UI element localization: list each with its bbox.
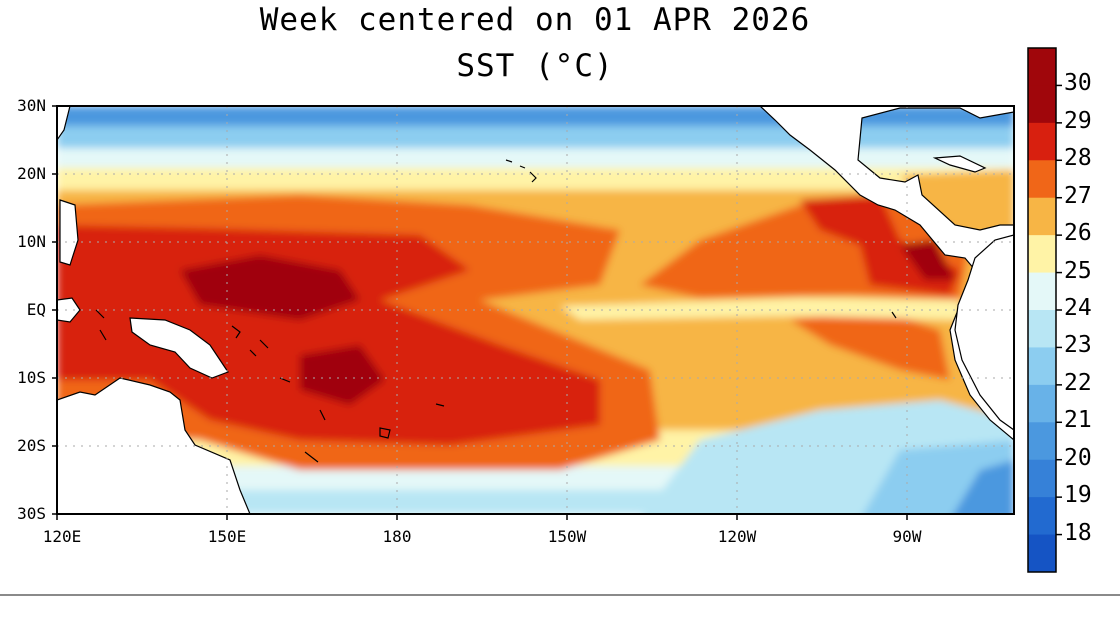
east-branch-core: [900, 240, 955, 280]
colorbar-segment: [1028, 85, 1056, 124]
colorbar-segment: [1028, 384, 1056, 423]
colorbar-segment: [1028, 534, 1056, 573]
new-guinea-land: [129, 317, 229, 379]
colorbar-segment: [1028, 497, 1056, 536]
gulf-warm: [900, 170, 1014, 230]
axis-ticks: [52, 105, 908, 520]
lon-label-180: 180: [382, 527, 412, 546]
colorbar-segment: [1028, 422, 1056, 461]
south-america-land: [954, 234, 1014, 431]
lat-label-30n: 30N: [17, 96, 46, 115]
colorbar-segment: [1028, 48, 1056, 86]
colorbar-label: 28: [1064, 145, 1092, 172]
colorbar-segment: [1028, 347, 1056, 386]
lat-label-10s: 10S: [17, 368, 46, 387]
se-coldest: [953, 460, 1014, 514]
colorbar-label: 27: [1064, 182, 1092, 209]
colorbar-segment: [1028, 459, 1056, 498]
lat-label-20n: 20N: [17, 164, 46, 183]
lat-label-10n: 10N: [17, 232, 46, 251]
cuba-land: [932, 155, 987, 173]
lat-label-20s: 20S: [17, 436, 46, 455]
colorbar-segment: [1028, 272, 1056, 311]
lat-label-eq: EQ: [26, 300, 46, 319]
colorbar-label: 25: [1064, 257, 1092, 284]
colorbar-label: 30: [1064, 70, 1092, 97]
lat-label-30s: 30S: [17, 504, 46, 523]
colorbar-label: 18: [1064, 519, 1092, 546]
colorbar-label: 20: [1064, 444, 1092, 471]
colorbar-segment: [1028, 160, 1056, 199]
equatorial-cold-tongue: [560, 298, 960, 320]
colorbar-label: 22: [1064, 369, 1092, 396]
colorbar-label: 26: [1064, 220, 1092, 247]
colorbar-label: 19: [1064, 482, 1092, 509]
footer-divider: [0, 594, 1120, 596]
lon-label-150e: 150E: [207, 527, 247, 546]
colorbar-label: 24: [1064, 295, 1092, 321]
asia-north-land: [57, 106, 71, 142]
islands: [95, 159, 897, 463]
map-subtitle: SST (°C): [456, 48, 614, 84]
lon-label-120e: 120E: [42, 527, 82, 546]
sst-field: [57, 106, 1014, 514]
colorbar-segment: [1028, 197, 1056, 236]
colorbar-segment: [1028, 122, 1056, 161]
warm-pool-core-1: [180, 255, 360, 320]
map-title: Week centered on 01 APR 2026: [259, 2, 811, 38]
colorbar-segment: [1028, 310, 1056, 348]
colorbar-segment: [1028, 235, 1056, 274]
colorbar-label: 21: [1064, 407, 1092, 434]
colorbar: [1027, 47, 1062, 573]
warm-pool-core-2: [300, 345, 385, 405]
lon-label-90w: 90W: [892, 527, 922, 546]
colorbar-label: 29: [1064, 107, 1092, 134]
east-south-orange: [790, 310, 950, 380]
colorbar-label: 23: [1064, 332, 1092, 359]
borneo-land: [57, 297, 81, 323]
lon-label-120w: 120W: [717, 527, 757, 546]
philippines-land: [59, 199, 79, 266]
lon-label-150w: 150W: [547, 527, 587, 546]
